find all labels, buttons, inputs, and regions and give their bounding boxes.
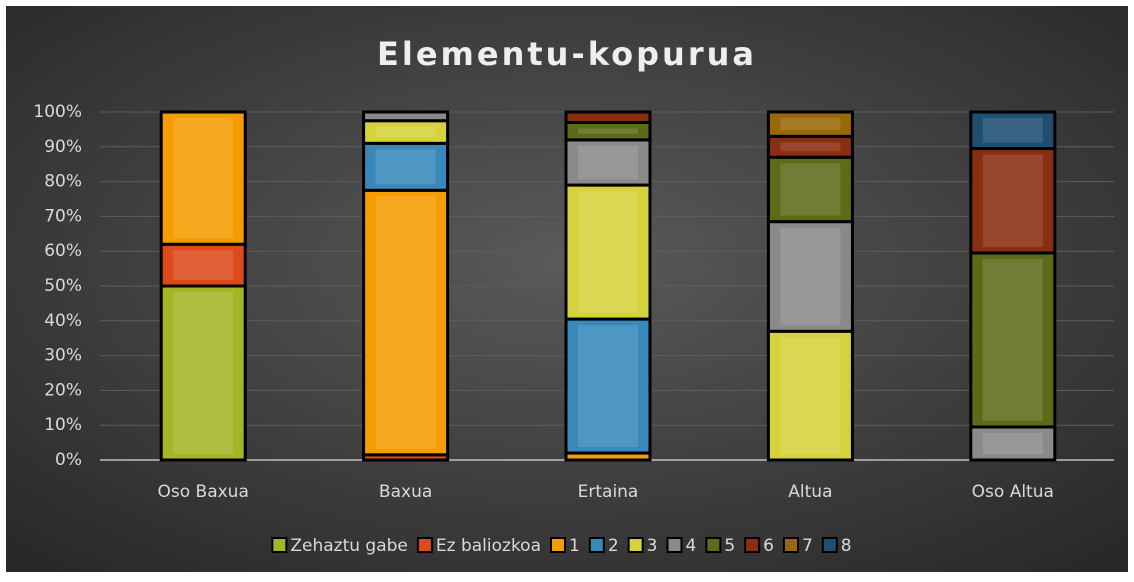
y-tick-label: 10% [44, 415, 82, 435]
x-tick-label: Ertaina [578, 482, 639, 502]
y-tick-label: 50% [44, 276, 82, 296]
bar-highlight [578, 145, 638, 180]
legend-swatch [416, 537, 433, 553]
legend-label: 8 [841, 536, 852, 556]
bar-highlight [982, 118, 1043, 143]
legend-label: 6 [763, 536, 774, 556]
legend-label: 7 [802, 536, 813, 556]
bar-highlight [982, 432, 1043, 454]
bar-highlight [780, 227, 841, 326]
bar-highlight [780, 163, 841, 216]
bar-highlight [780, 118, 841, 131]
bar-highlight [173, 118, 234, 239]
y-tick-label: 60% [44, 241, 82, 261]
legend-swatch [744, 537, 761, 553]
bar-highlight [375, 149, 436, 185]
legend-swatch [821, 537, 838, 553]
bar-segment [159, 284, 247, 462]
bar-segment [564, 110, 652, 124]
bar-highlight [982, 154, 1043, 247]
legend-swatch [705, 537, 722, 553]
legend-label: Ez baliozkoa [436, 536, 541, 556]
y-tick-label: 30% [44, 346, 82, 366]
bar-highlight [780, 337, 841, 454]
bar-segment [159, 110, 247, 246]
y-tick-label: 40% [44, 311, 82, 331]
legend-swatch [550, 537, 567, 553]
y-tick-label: 70% [44, 206, 82, 226]
legend-label: 2 [608, 536, 619, 556]
legend-label: 3 [647, 536, 658, 556]
bar-segment [564, 183, 652, 321]
legend-swatch [782, 537, 799, 553]
x-tick-label: Altua [788, 482, 832, 502]
legend-label: 5 [724, 536, 735, 556]
legend-swatch [666, 537, 683, 553]
bar-segment [362, 110, 450, 123]
bar-highlight [578, 191, 638, 314]
legend-swatch [627, 537, 644, 553]
x-tick-label: Oso Altua [972, 482, 1054, 502]
legend-label: Zehaztu gabe [290, 536, 408, 556]
bar-segment [969, 110, 1057, 151]
legend-label: 1 [569, 536, 580, 556]
bar-highlight [375, 196, 436, 449]
bar-segment [766, 110, 854, 138]
bar-highlight [982, 258, 1043, 421]
bar-highlight [780, 142, 841, 152]
y-tick-label: 90% [44, 137, 82, 157]
y-tick-label: 0% [55, 450, 82, 470]
y-tick-label: 100% [33, 102, 82, 122]
bar-highlight [375, 126, 436, 138]
legend-swatch [588, 537, 605, 553]
x-tick-label: Baxua [379, 482, 432, 502]
bar-highlight [578, 325, 638, 448]
bar-segment [766, 329, 854, 462]
bar-highlight [173, 292, 234, 454]
bar-segment [766, 220, 854, 333]
y-tick-label: 80% [44, 172, 82, 192]
bar-highlight [173, 250, 234, 280]
legend-swatch [271, 537, 288, 553]
bar-segment [766, 155, 854, 224]
chart-title: Elementu-kopurua [377, 35, 757, 73]
bar-highlight [578, 128, 638, 134]
y-tick-label: 20% [44, 380, 82, 400]
legend-label: 4 [685, 536, 696, 556]
x-tick-label: Oso Baxua [158, 482, 249, 502]
